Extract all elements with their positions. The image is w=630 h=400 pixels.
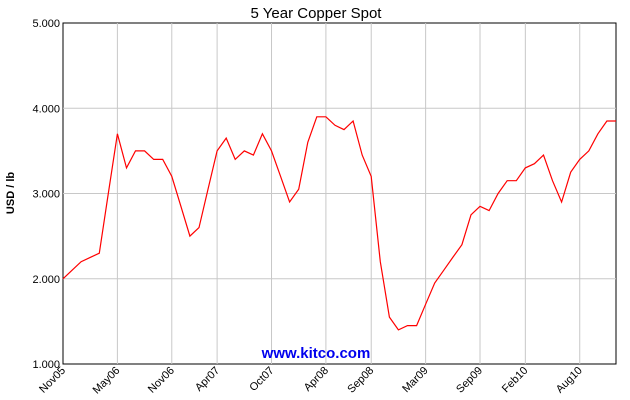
grid-lines [63,23,616,364]
chart-title: 5 Year Copper Spot [251,5,383,22]
x-tick-label: Mar09 [400,365,431,396]
y-tick-label: 2.000 [32,274,60,286]
x-tick-label: Apr07 [193,365,222,394]
y-tick-label: 3.000 [32,189,60,201]
x-tick-label: Apr08 [302,365,331,394]
x-tick-label: Oct07 [247,365,276,394]
x-tick-label: Aug10 [554,365,585,396]
y-tick-label: 5.000 [32,18,60,30]
y-tick-label: 4.000 [32,103,60,115]
x-tick-label: Sep08 [345,365,376,396]
copper-price-line [62,116,616,331]
x-axis-ticks: Nov05 May06 Nov06 Apr07 Oct07 Apr08 Sep08 Mar09… [37,365,585,397]
x-tick-label: Sep09 [454,365,485,396]
kitco-watermark: www.kitco.com [261,345,371,362]
y-tick-label: 1.000 [32,359,60,371]
x-tick-label: Feb10 [500,365,531,396]
x-tick-label: Nov06 [146,365,177,396]
y-axis-ticks: 1.000 2.000 3.000 4.000 5.000 [32,18,60,371]
y-axis-label: USD / lb [5,172,17,214]
x-tick-label: May06 [91,365,123,397]
